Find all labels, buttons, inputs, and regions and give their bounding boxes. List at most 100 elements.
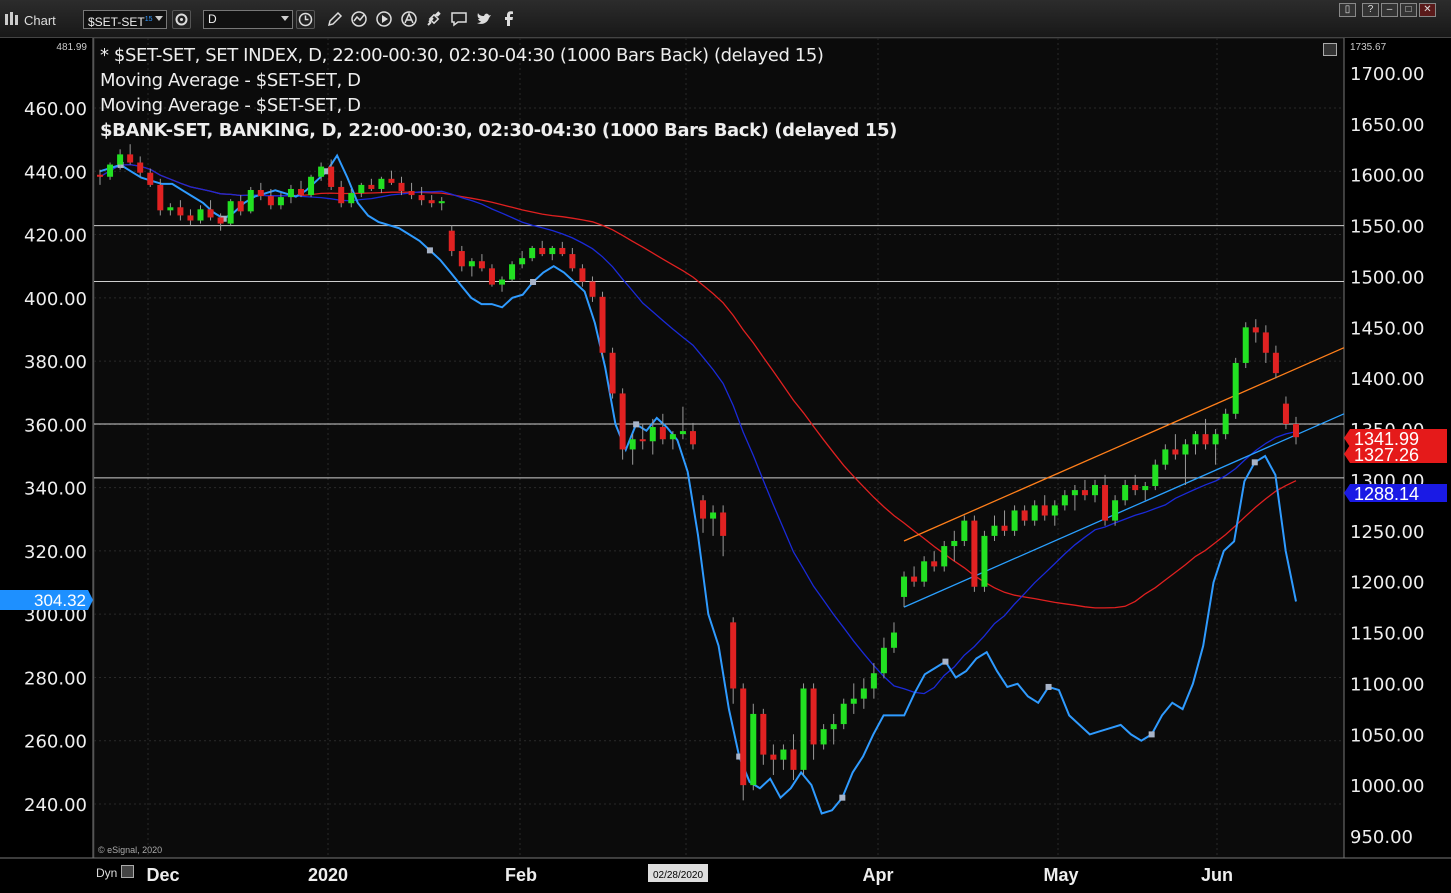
- right-axis-tick-label: 1450.00: [1350, 318, 1424, 339]
- candle-body: [1142, 486, 1149, 491]
- candle-body: [639, 439, 646, 442]
- candle-body: [1021, 510, 1028, 521]
- window-title: Chart: [24, 13, 56, 28]
- candle-body: [1272, 352, 1279, 374]
- candle-body: [167, 207, 174, 211]
- chevron-down-icon[interactable]: [281, 16, 289, 21]
- right-axis-tick-label: 1200.00: [1350, 573, 1424, 594]
- symbol-value: $SET-SET: [88, 15, 145, 29]
- candle-body: [941, 546, 948, 567]
- candle-body: [1061, 495, 1068, 506]
- candle-body: [991, 525, 998, 536]
- interval-input[interactable]: D: [203, 10, 293, 29]
- candle-body: [700, 500, 707, 519]
- right-axis-tick-label: 1500.00: [1350, 267, 1424, 288]
- candle-body: [458, 251, 465, 267]
- candle-body: [830, 724, 837, 730]
- right-axis-tick-label: 1150.00: [1350, 624, 1424, 645]
- bank-marker: [117, 161, 124, 168]
- candle-body: [1112, 500, 1119, 521]
- close-button[interactable]: ✕: [1419, 3, 1436, 17]
- play-icon[interactable]: [375, 10, 393, 28]
- alert-icon[interactable]: [400, 10, 418, 28]
- dynamic-scale-toggle-icon[interactable]: [121, 865, 134, 878]
- candle-body: [559, 247, 566, 255]
- candle-body: [599, 296, 606, 353]
- maximize-button[interactable]: □: [1400, 3, 1417, 17]
- candle-body: [669, 434, 676, 440]
- candle-body: [870, 673, 877, 689]
- pencil-icon[interactable]: [326, 10, 344, 28]
- candle-body: [619, 393, 626, 450]
- time-axis-label: Dec: [146, 865, 179, 885]
- left-axis-tick-label: 420.00: [24, 226, 87, 247]
- comment-icon[interactable]: [450, 10, 468, 28]
- left-axis-tick-label: 300.00: [24, 605, 87, 626]
- left-axis-tick-label: 460.00: [24, 99, 87, 120]
- candle-body: [308, 176, 315, 196]
- candle-body: [217, 217, 224, 224]
- crosshair-date-box: [648, 864, 708, 882]
- candle-body: [649, 427, 656, 442]
- bank-marker: [736, 753, 743, 760]
- link-icon[interactable]: [425, 10, 443, 28]
- time-template-button[interactable]: [296, 10, 315, 29]
- candle-body: [589, 281, 596, 297]
- candle-body: [579, 268, 586, 282]
- candle-body: [659, 427, 666, 440]
- right-axis-top-label: 1735.67: [1350, 42, 1387, 53]
- left-axis-tick-label: 440.00: [24, 162, 87, 183]
- help-button[interactable]: ?: [1362, 3, 1379, 17]
- right-axis-tick-label: 950.00: [1350, 827, 1413, 848]
- time-axis-label: May: [1043, 865, 1078, 885]
- candle-body: [890, 632, 897, 648]
- facebook-icon[interactable]: [500, 10, 518, 28]
- candle-body: [1001, 525, 1008, 531]
- candle-body: [257, 189, 264, 197]
- candle-body: [1262, 332, 1269, 353]
- panel-restore-icon[interactable]: [1323, 43, 1337, 56]
- studies-icon[interactable]: [350, 10, 368, 28]
- symbol-delay-badge: 15: [144, 16, 153, 23]
- candle-body: [107, 164, 114, 177]
- candle-body: [790, 749, 797, 770]
- candle-body: [117, 154, 124, 165]
- right-axis-tick-label: 1050.00: [1350, 725, 1424, 746]
- link-settings-button[interactable]: [172, 10, 191, 29]
- candle-body: [157, 184, 164, 211]
- last-price-tag-right: [1344, 484, 1447, 502]
- moving-average-blue-line: [99, 163, 1297, 695]
- time-axis-label: Feb: [505, 865, 537, 885]
- crosshair-date-label: 02/28/2020: [653, 870, 703, 881]
- restore-group-button[interactable]: ▯: [1339, 3, 1356, 17]
- bank-marker: [426, 247, 433, 254]
- twitter-icon[interactable]: [475, 10, 493, 28]
- candle-body: [569, 254, 576, 269]
- last-price-tag-right: [1344, 445, 1447, 463]
- candle-body: [177, 207, 184, 216]
- chevron-down-icon[interactable]: [155, 16, 163, 21]
- candle-body: [227, 201, 234, 224]
- price-chart[interactable]: 240.00 260.00 280.00 300.00 320.00 340.00 360.…: [0, 38, 1451, 893]
- bank-marker: [1251, 459, 1258, 466]
- bank-marker: [323, 168, 330, 175]
- symbol-input[interactable]: $SET-SET15: [83, 10, 167, 29]
- time-axis-label: Jun: [1201, 865, 1233, 885]
- candle-body: [1081, 490, 1088, 496]
- candle-body: [539, 247, 546, 255]
- chart-toolbar: Chart $SET-SET15 D ▯ ? – □ ✕: [0, 0, 1451, 38]
- candle-body: [418, 195, 425, 201]
- candle-body: [368, 184, 375, 189]
- candle-body: [901, 576, 908, 597]
- candle-body: [438, 201, 445, 204]
- candle-body: [137, 162, 144, 173]
- candle-body: [127, 154, 134, 163]
- chart-panel[interactable]: 240.00 260.00 280.00 300.00 320.00 340.00 360.…: [0, 38, 1451, 893]
- left-axis-tick-label: 340.00: [24, 479, 87, 500]
- candle-body: [478, 261, 485, 269]
- right-axis-tick-label: 1700.00: [1350, 64, 1424, 85]
- candle-body: [207, 209, 214, 218]
- candle-body: [1192, 434, 1199, 445]
- candle-body: [1182, 444, 1189, 455]
- minimize-button[interactable]: –: [1381, 3, 1398, 17]
